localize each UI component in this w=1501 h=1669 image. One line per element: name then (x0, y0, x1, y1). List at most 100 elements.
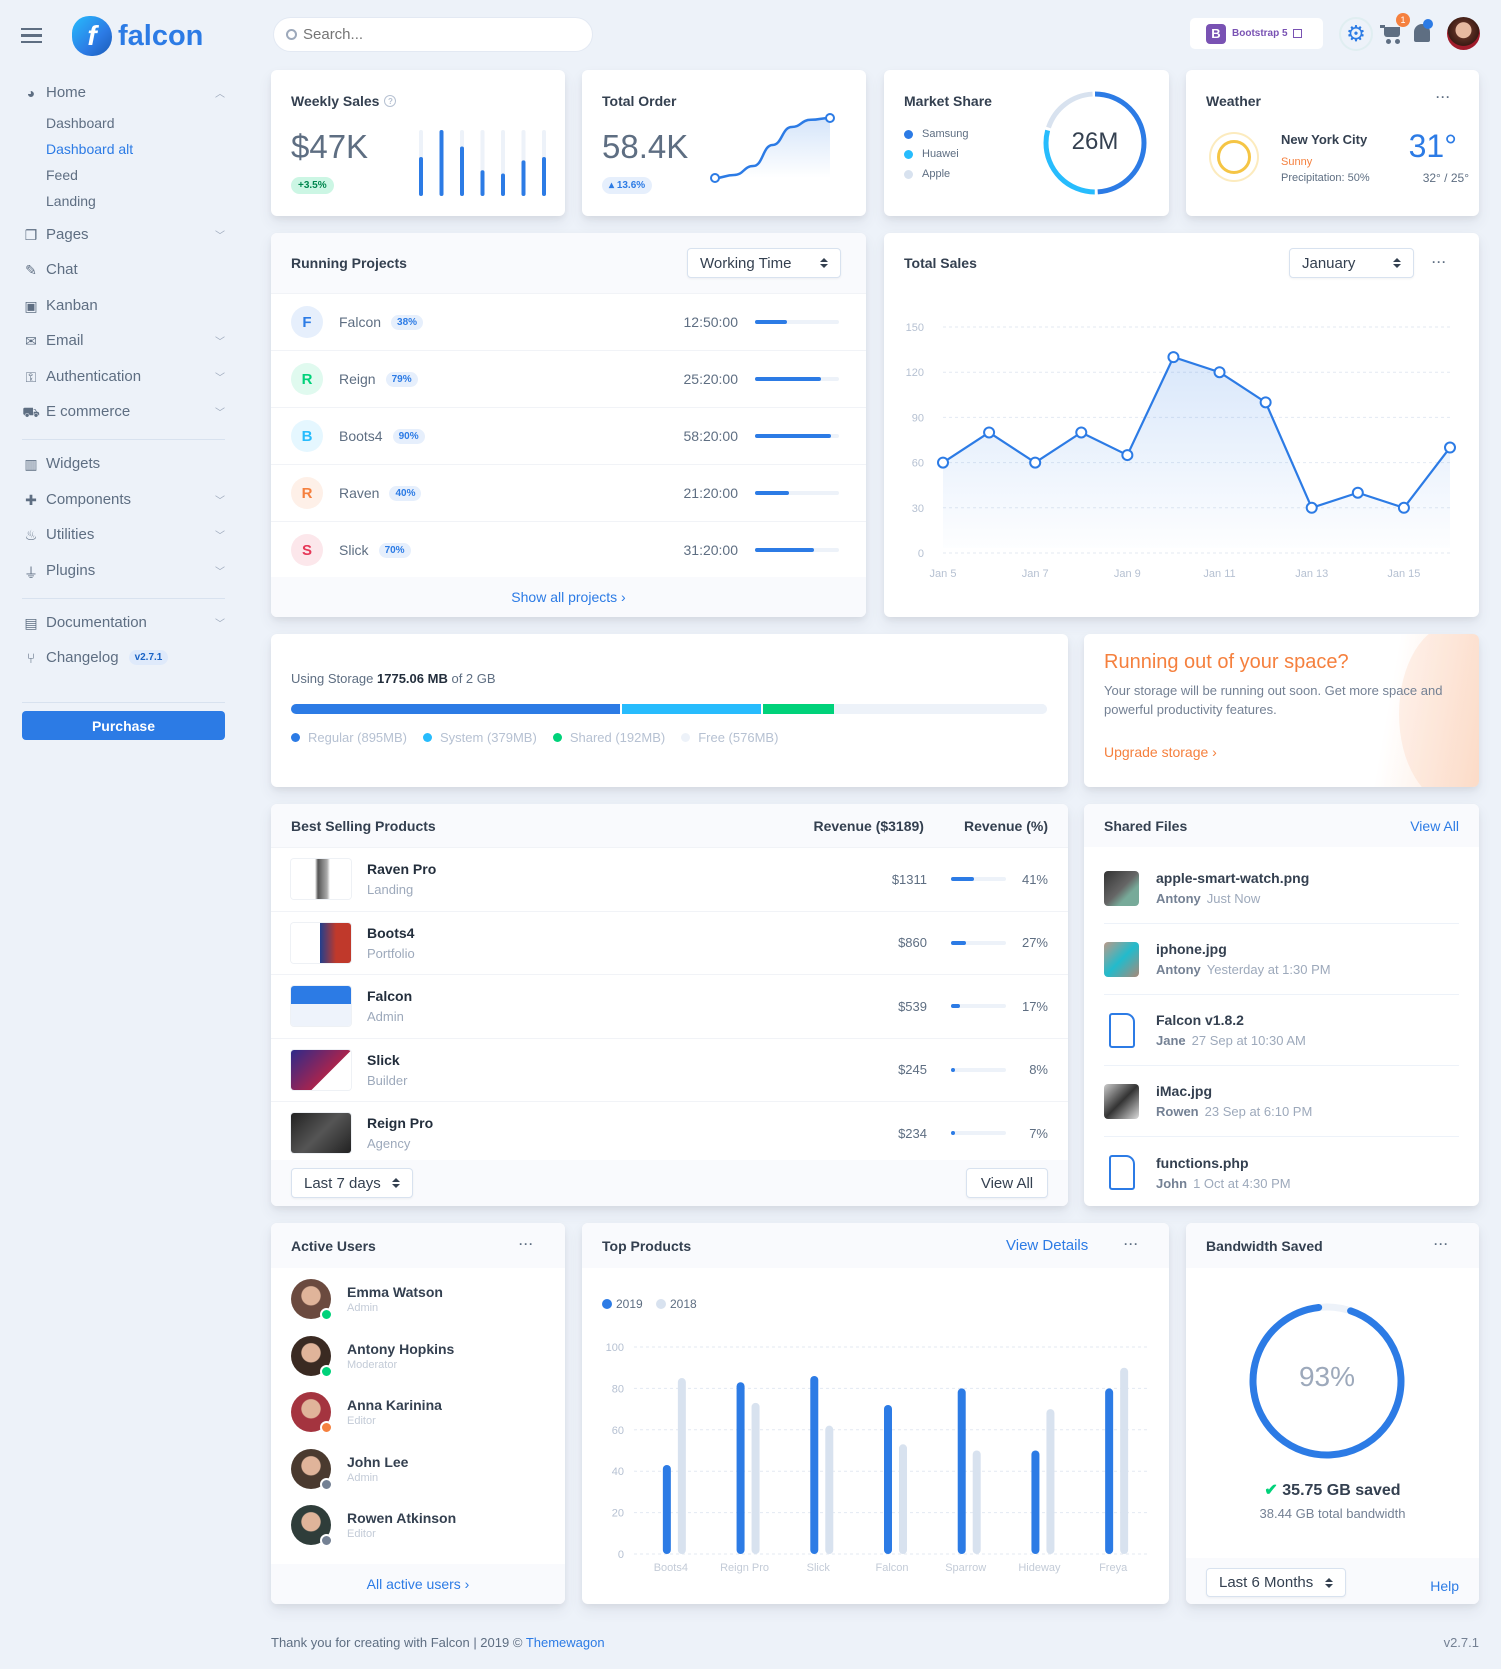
bar-2018[interactable] (751, 1402, 760, 1554)
sidebar-item-email[interactable]: ✉ Email ﹀ (22, 332, 225, 349)
bar-2019[interactable] (957, 1388, 966, 1554)
bar-2019[interactable] (1105, 1388, 1114, 1554)
settings-gear-icon[interactable]: ⚙ (1339, 17, 1373, 51)
more-options-icon[interactable]: ··· (1436, 90, 1451, 104)
data-point[interactable] (1397, 501, 1410, 514)
data-point[interactable] (1259, 396, 1272, 409)
bar-2018[interactable] (1120, 1367, 1129, 1554)
file-name[interactable]: apple-smart-watch.png (1156, 870, 1310, 886)
view-details-link[interactable]: View Details (1006, 1237, 1089, 1254)
data-point[interactable] (983, 426, 996, 439)
file-row[interactable]: apple-smart-watch.png Antony Just Now (1104, 853, 1459, 924)
purchase-button[interactable]: Purchase (22, 711, 225, 740)
product-row[interactable]: Falcon Admin $539 17% (271, 974, 1068, 1037)
user-row[interactable]: Emma Watson Admin (291, 1276, 443, 1322)
sidebar-item-widgets[interactable]: ▥ Widgets (22, 455, 225, 472)
bootstrap-5-link[interactable]: B Bootstrap 5 (1190, 18, 1323, 49)
sidebar-item-authentication[interactable]: ⚿ Authentication ﹀ (22, 368, 225, 385)
file-name[interactable]: iMac.jpg (1156, 1083, 1213, 1099)
bandwidth-period-select[interactable]: Last 6 Months (1206, 1568, 1346, 1597)
user-name[interactable]: Anna Karinina (347, 1397, 442, 1413)
sidebar-item-e-commerce[interactable]: ⛟ E commerce ﹀ (22, 403, 225, 420)
product-row[interactable]: Slick Builder $245 8% (271, 1037, 1068, 1101)
sidebar-subitem-landing[interactable]: Landing (46, 193, 96, 209)
sidebar-subitem-dashboard-alt[interactable]: Dashboard alt (46, 141, 134, 157)
user-row[interactable]: Antony Hopkins Moderator (291, 1333, 454, 1379)
file-name[interactable]: Falcon v1.8.2 (1156, 1012, 1244, 1028)
project-row[interactable]: R Reign 79% 25:20:00 (271, 350, 866, 407)
bar-2019[interactable] (736, 1382, 745, 1554)
bar-2019[interactable] (810, 1375, 819, 1554)
cart-icon[interactable] (1380, 25, 1402, 45)
project-row[interactable]: F Falcon 38% 12:50:00 (271, 293, 866, 350)
user-row[interactable]: John Lee Admin (291, 1446, 408, 1492)
project-row[interactable]: S Slick 70% 31:20:00 (271, 521, 866, 578)
sidebar-item-home[interactable]: ◕ Home ︿ (22, 84, 225, 101)
help-link[interactable]: Help (1430, 1578, 1459, 1594)
sidebar-item-utilities[interactable]: ♨ Utilities ﹀ (22, 526, 225, 543)
bar-2019[interactable] (662, 1464, 671, 1554)
working-time-select[interactable]: Working Time (687, 248, 841, 278)
file-row[interactable]: iphone.jpg Antony Yesterday at 1:30 PM (1104, 924, 1459, 995)
user-name[interactable]: Antony Hopkins (347, 1340, 455, 1357)
data-point[interactable] (1029, 456, 1042, 469)
all-active-users-link[interactable]: All active users › (366, 1576, 470, 1592)
logo[interactable]: f falcon (72, 16, 203, 56)
bar-2018[interactable] (825, 1425, 834, 1554)
period-select[interactable]: Last 7 days (291, 1168, 413, 1198)
project-row[interactable]: R Raven 40% 21:20:00 (271, 464, 866, 521)
bar-2018[interactable] (1046, 1409, 1055, 1554)
view-all-button[interactable]: View All (966, 1168, 1048, 1198)
data-point[interactable] (1444, 441, 1456, 454)
search-box[interactable] (274, 18, 592, 51)
user-avatar[interactable] (1447, 17, 1480, 50)
user-row[interactable]: Anna Karinina Editor (291, 1389, 442, 1435)
bar-2019[interactable] (1031, 1450, 1040, 1555)
file-row[interactable]: Falcon v1.8.2 Jane 27 Sep at 10:30 AM (1104, 995, 1459, 1066)
product-name[interactable]: Falcon (367, 988, 413, 1004)
sidebar-item-changelog[interactable]: ⑂ Changelog v2.7.1 (22, 649, 225, 666)
bar-2018[interactable] (899, 1444, 907, 1554)
search-input[interactable] (303, 26, 563, 43)
product-row[interactable]: Reign Pro Agency $234 7% (271, 1101, 1068, 1164)
data-point[interactable] (1213, 366, 1226, 379)
file-name[interactable]: iphone.jpg (1156, 941, 1227, 957)
view-all-files-link[interactable]: View All (1410, 817, 1459, 834)
bar-2018[interactable] (677, 1378, 686, 1554)
sidebar-item-components[interactable]: ✚ Components ﹀ (22, 491, 225, 508)
product-name[interactable]: Reign Pro (367, 1115, 434, 1131)
sidebar-item-pages[interactable]: ❐ Pages ﹀ (22, 226, 225, 243)
sidebar-item-plugins[interactable]: ⏚ Plugins ﹀ (22, 562, 225, 581)
data-point[interactable] (1305, 501, 1318, 514)
more-options-icon[interactable]: ··· (519, 1237, 534, 1251)
project-row[interactable]: B Boots4 90% 58:20:00 (271, 407, 866, 464)
upgrade-storage-link[interactable]: Upgrade storage › (1104, 744, 1217, 760)
bell-icon[interactable] (1414, 19, 1433, 42)
data-point[interactable] (937, 456, 949, 469)
menu-toggle-icon[interactable] (21, 28, 42, 43)
product-name[interactable]: Boots4 (367, 924, 415, 941)
bar-2019[interactable] (884, 1404, 892, 1554)
data-point[interactable] (1351, 486, 1364, 499)
product-row[interactable]: Boots4 Portfolio $860 27% (271, 910, 1068, 974)
month-select[interactable]: January (1289, 248, 1414, 278)
help-icon[interactable]: ? (384, 95, 397, 107)
sidebar-subitem-dashboard[interactable]: Dashboard (46, 115, 115, 131)
user-row[interactable]: Rowen Atkinson Editor (291, 1502, 456, 1548)
user-name[interactable]: John Lee (347, 1453, 409, 1470)
data-point[interactable] (1075, 426, 1088, 439)
product-name[interactable]: Slick (367, 1051, 400, 1068)
data-point[interactable] (1121, 449, 1134, 462)
file-row[interactable]: iMac.jpg Rowen 23 Sep at 6:10 PM (1104, 1066, 1459, 1137)
data-point[interactable] (1167, 351, 1180, 364)
sidebar-item-kanban[interactable]: ▣ Kanban (22, 297, 225, 314)
more-options-icon[interactable]: ··· (1434, 1237, 1449, 1251)
more-options-icon[interactable]: ··· (1432, 255, 1447, 269)
sidebar-item-documentation[interactable]: ▤ Documentation ﹀ (22, 614, 225, 631)
sidebar-item-chat[interactable]: ✎ Chat (22, 261, 225, 278)
sidebar-subitem-feed[interactable]: Feed (46, 167, 78, 183)
file-name[interactable]: functions.php (1156, 1154, 1249, 1171)
show-all-projects-link[interactable]: Show all projects › (511, 589, 626, 605)
file-row[interactable]: functions.php John 1 Oct at 4:30 PM (1104, 1137, 1459, 1206)
user-name[interactable]: Emma Watson (347, 1284, 443, 1300)
